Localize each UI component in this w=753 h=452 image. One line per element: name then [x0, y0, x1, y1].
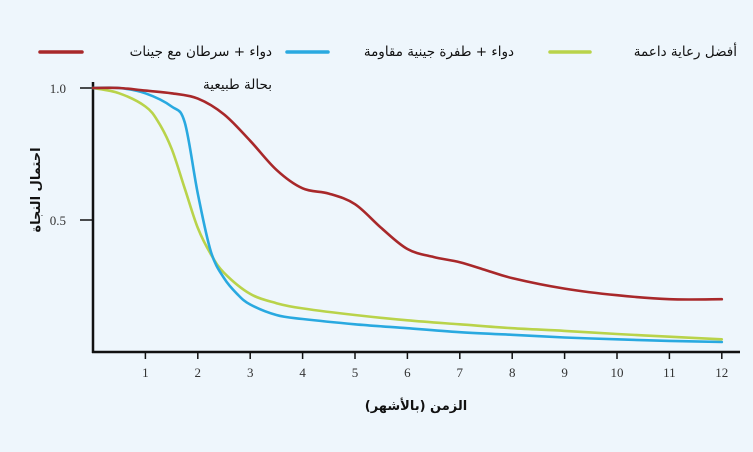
x-tick-label: 9	[561, 365, 568, 380]
x-axis-ticks: 1 2 3 4 5 6 7 8 9 10 11 12	[142, 352, 728, 380]
y-tick-label: 0.5	[50, 213, 66, 228]
legend-label-wildtype-line2: بحالة طبيعية	[203, 77, 272, 93]
x-tick-label: 2	[195, 365, 202, 380]
series-line-resistant	[91, 86, 724, 344]
series-line-wildtype	[91, 86, 724, 301]
x-tick-label: 12	[715, 365, 728, 380]
legend-label-supportive-care: أفضل رعاية داعمة	[634, 42, 737, 60]
x-axis-title: الزمن (بالأشهر)	[365, 397, 467, 414]
x-tick-label: 1	[142, 365, 149, 380]
x-tick-label: 5	[352, 365, 359, 380]
y-axis-title: احتمال النجاة	[29, 147, 44, 232]
legend-label-wildtype: دواء + سرطان مع جينات	[130, 44, 272, 60]
axes: 1 2 3 4 5 6 7 8 9 10 11 12 1.00.5	[50, 81, 740, 380]
y-axis-ticks: 1.0 0.5	[50, 81, 93, 228]
legend-label-resistant: دواء + طفرة جينية مقاومة	[364, 44, 514, 60]
x-tick-label: 8	[509, 365, 516, 380]
x-tick-label: 3	[247, 365, 254, 380]
series-line-supportive-care	[91, 86, 724, 341]
series-layer	[91, 86, 724, 344]
x-tick-label: 7	[457, 365, 464, 380]
x-tick-label: 11	[663, 365, 676, 380]
x-tick-label: 6	[404, 365, 411, 380]
x-tick-label: 10	[611, 365, 624, 380]
y-tick-label: 1.0	[50, 81, 66, 96]
legend: دواء + سرطان مع جينات بحالة طبيعية دواء …	[38, 42, 737, 93]
x-tick-label: 4	[299, 365, 306, 380]
